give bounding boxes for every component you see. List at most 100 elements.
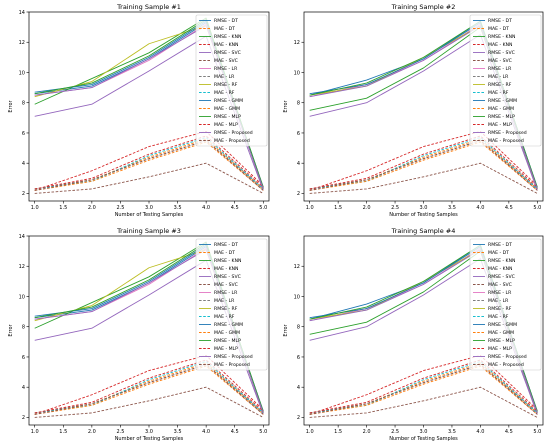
series-line-14	[34, 135, 264, 190]
series-line-4	[309, 130, 538, 191]
y-tick-label: 8	[22, 101, 25, 107]
legend-entry: RMSE - SVC	[488, 274, 515, 280]
legend-box	[469, 238, 542, 371]
legend-entry: RMSE - SVC	[214, 50, 241, 56]
x-tick-label: 3.0	[145, 205, 153, 211]
series-line-10	[309, 137, 538, 190]
y-tick-label: 10	[294, 70, 300, 76]
y-tick-label: 6	[22, 131, 25, 137]
legend-entry: RMSE - GMM	[214, 322, 243, 328]
legend-entry: RMSE - DT	[214, 18, 238, 24]
y-tick-label: 4	[22, 385, 25, 391]
legend-entry: RMSE - LR	[214, 290, 238, 296]
legend-entry: RMSE - GMM	[214, 98, 243, 104]
x-tick-label: 3.5	[448, 429, 456, 435]
legend-entry: RMSE - KNN	[214, 34, 241, 40]
series-line-16	[309, 140, 538, 191]
legend-entry: MAE - KNN	[214, 42, 238, 48]
legend-entry: RMSE - DT	[488, 242, 512, 248]
y-tick-label: 4	[297, 385, 300, 391]
chart-4: Training Sample #4 1.0 1.5 2.0 2.5 3.0 3.5 4.0 4…	[283, 227, 544, 442]
x-axis-label: Number of Testing Samples	[115, 212, 184, 218]
x-tick-label: 3.5	[174, 205, 182, 211]
legend-entry: RMSE - SVC	[488, 50, 515, 56]
chart-title: Training Sample #4	[391, 227, 456, 235]
x-axis-label: Number of Testing Samples	[389, 212, 458, 218]
x-tick-label: 3.0	[420, 429, 428, 435]
legend-entry: MAE - SVC	[488, 58, 512, 64]
legend-entry: MAE - LR	[488, 298, 509, 304]
legend-entry: RMSE - Proposed	[488, 354, 527, 360]
legend-entry: MAE - Proposed	[488, 362, 524, 368]
y-tick-label: 8	[22, 325, 25, 331]
y-axis-label: Error	[283, 99, 289, 112]
x-tick-label: 2.5	[391, 205, 399, 211]
legend-entry: MAE - SVC	[214, 58, 238, 64]
y-tick-label: 12	[294, 264, 300, 270]
chart-1: Training Sample #1 1.0 1.5 2.0 2.5 3.0 3.5 4.0 4…	[8, 3, 270, 218]
y-tick-label: 8	[297, 325, 300, 331]
x-tick-label: 1.0	[306, 205, 314, 211]
y-tick-label: 4	[22, 161, 25, 167]
chart-title: Training Sample #3	[116, 227, 181, 235]
x-tick-label: 1.5	[334, 429, 342, 435]
legend-entry: MAE - MLP	[214, 122, 238, 128]
x-tick-label: 3.0	[420, 205, 428, 211]
x-tick-label: 1.0	[31, 429, 39, 435]
x-tick-label: 4.5	[231, 429, 239, 435]
y-tick-label: 2	[297, 191, 300, 197]
legend-entry: MAE - LR	[214, 74, 235, 80]
legend-entry: MAE - KNN	[488, 42, 512, 48]
x-tick-label: 5.0	[533, 429, 541, 435]
legend-entry: MAE - MLP	[214, 346, 238, 352]
x-axis-label: Number of Testing Samples	[115, 436, 184, 442]
y-tick-label: 2	[22, 191, 25, 197]
legend-entry: RMSE - SVC	[214, 274, 241, 280]
legend-entry: RMSE - LR	[214, 66, 238, 72]
series-line-12	[34, 141, 264, 191]
y-axis-label: Error	[8, 99, 14, 112]
y-tick-label: 12	[19, 264, 25, 270]
legend-entry: RMSE - KNN	[214, 258, 241, 264]
series-line-12	[309, 365, 538, 415]
legend-entry: RMSE - DT	[488, 18, 512, 24]
x-tick-label: 4.5	[231, 205, 239, 211]
legend-entry: MAE - GMM	[214, 330, 240, 336]
chart-title: Training Sample #1	[116, 3, 181, 11]
legend-entry: MAE - GMM	[488, 330, 514, 336]
legend-entry: RMSE - MLP	[214, 114, 241, 120]
x-tick-label: 4.0	[476, 205, 484, 211]
y-tick-label: 12	[294, 40, 300, 46]
legend-entry: MAE - GMM	[488, 106, 514, 112]
legend-entry: MAE - Proposed	[488, 138, 524, 144]
legend-entry: MAE - RF	[488, 314, 509, 320]
x-tick-label: 5.0	[259, 429, 267, 435]
legend-entry: MAE - RF	[214, 314, 235, 320]
series-line-4	[34, 130, 264, 191]
legend-entry: RMSE - GMM	[488, 98, 517, 104]
legend-entry: RMSE - MLP	[488, 114, 515, 120]
series-line-16	[34, 364, 264, 415]
x-tick-label: 1.5	[59, 205, 67, 211]
legend-entry: RMSE - GMM	[488, 322, 517, 328]
series-line-6	[34, 386, 264, 418]
x-tick-label: 5.0	[259, 205, 267, 211]
legend-entry: RMSE - MLP	[214, 338, 241, 344]
legend-box	[469, 14, 542, 147]
legend-entry: RMSE - Proposed	[488, 130, 527, 136]
y-axis-label: Error	[8, 323, 14, 336]
legend-entry: MAE - KNN	[214, 266, 238, 272]
series-line-6	[309, 162, 538, 194]
x-tick-label: 1.5	[334, 205, 342, 211]
legend-entry: RMSE - RF	[488, 306, 512, 312]
x-tick-label: 2.0	[363, 205, 371, 211]
legend-entry: MAE - DT	[214, 250, 235, 256]
series-line-10	[34, 361, 264, 414]
legend-entry: MAE - SVC	[488, 282, 512, 288]
legend-entry: MAE - LR	[214, 298, 235, 304]
series-line-10	[309, 361, 538, 414]
legend-entry: RMSE - LR	[488, 66, 512, 72]
legend-entry: MAE - RF	[214, 90, 235, 96]
series-line-14	[309, 135, 538, 190]
